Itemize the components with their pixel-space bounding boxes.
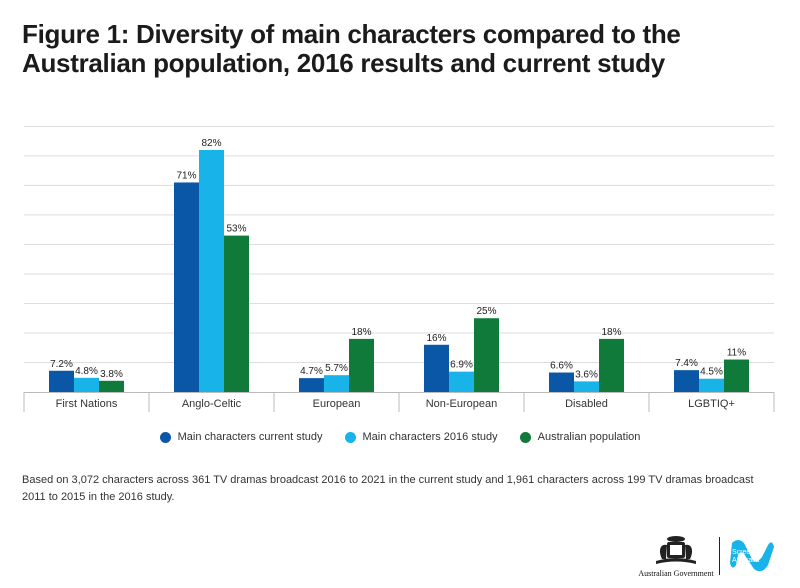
legend-label-population: Australian population [537, 431, 641, 443]
data-label: 7.4% [675, 358, 698, 369]
data-label: 18% [601, 327, 621, 338]
bar [449, 371, 474, 392]
data-label: 4.5% [700, 367, 723, 378]
bar [674, 370, 699, 392]
bar [724, 359, 749, 392]
bar [574, 381, 599, 392]
data-label: 6.9% [450, 360, 473, 371]
data-label: 3.6% [575, 369, 598, 380]
coat-of-arms-icon [656, 536, 696, 564]
data-label: 6.6% [550, 361, 573, 372]
data-label: 82% [201, 138, 221, 149]
bar [74, 377, 99, 392]
sa-text-line-2: Australia [732, 557, 760, 564]
bar [699, 378, 724, 392]
data-label: 4.8% [75, 366, 98, 377]
bar [599, 338, 624, 392]
sa-text-line-1: Screen [732, 549, 755, 556]
data-label: 4.7% [300, 366, 323, 377]
data-label: 3.8% [100, 369, 123, 380]
logos: Australian Government Screen Australia [636, 533, 786, 578]
chart-title: Figure 1: Diversity of main characters c… [22, 19, 681, 78]
legend-label-current: Main characters current study [177, 431, 323, 443]
legend-swatch-population [519, 431, 531, 443]
x-tick-label: European [313, 398, 361, 410]
australian-government-logo: Australian Government [636, 533, 716, 578]
legend-item-2016[interactable]: Main characters 2016 study [344, 431, 498, 443]
bar-chart: 7.2%4.8% 3.8% First Nations 71% 82% 53% Anglo-… [23, 125, 775, 412]
bar [174, 182, 199, 392]
data-label: 71% [176, 170, 196, 181]
bar [299, 378, 324, 392]
chart-footnote: Based on 3,072 characters across 361 TV … [22, 474, 754, 503]
legend-swatch-current [159, 431, 171, 443]
x-tick-label: Non-European [426, 398, 498, 410]
x-tick-label: LGBTIQ+ [688, 398, 735, 410]
bar [424, 344, 449, 392]
chart-legend: Main characters current study Main chara… [0, 431, 800, 443]
bar [99, 380, 124, 392]
legend-item-population[interactable]: Australian population [519, 431, 641, 443]
bar [324, 375, 349, 392]
bar [224, 235, 249, 392]
data-label: 18% [351, 327, 371, 338]
data-label: 25% [476, 306, 496, 317]
x-tick-label: Disabled [565, 398, 608, 410]
data-label: 5.7% [325, 363, 348, 374]
logo-divider [719, 537, 720, 575]
bar [199, 150, 224, 392]
x-tick-label: First Nations [56, 398, 118, 410]
bar [349, 338, 374, 392]
screen-australia-logo-text: Screen Australia [732, 549, 759, 565]
screen-australia-logo-icon [730, 540, 774, 572]
bar [549, 372, 574, 392]
bar [49, 370, 74, 392]
gov-logo-text: Australian Government [638, 569, 714, 578]
data-label: 53% [226, 224, 246, 235]
data-label: 11% [727, 348, 746, 359]
legend-label-2016: Main characters 2016 study [362, 431, 498, 443]
data-label: 16% [426, 333, 446, 344]
legend-item-current[interactable]: Main characters current study [159, 431, 323, 443]
x-tick-label: Anglo-Celtic [182, 398, 242, 410]
bar [474, 318, 499, 392]
data-label: 7.2% [50, 359, 73, 370]
legend-swatch-2016 [344, 431, 356, 443]
